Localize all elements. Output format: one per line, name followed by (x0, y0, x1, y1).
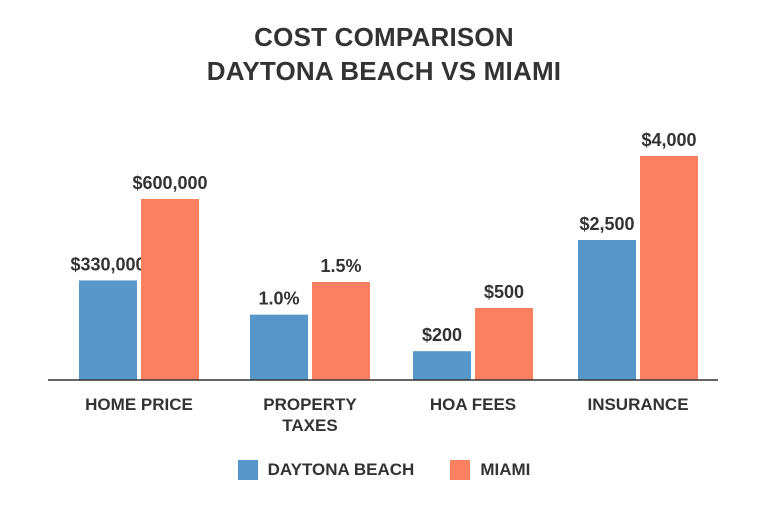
data-label-daytona-0: $330,000 (70, 254, 145, 274)
category-label-1: PROPERTY (263, 395, 357, 414)
bar-daytona-0 (79, 280, 137, 380)
category-label-0: HOME PRICE (85, 395, 193, 414)
bar-miami-1 (312, 282, 370, 380)
legend-item-miami: MIAMI (450, 460, 530, 480)
legend-label-miami: MIAMI (480, 460, 531, 479)
legend-swatch-miami (450, 460, 471, 480)
data-label-daytona-2: $200 (422, 325, 462, 345)
category-label-3: INSURANCE (587, 395, 688, 414)
chart-legend: DAYTONA BEACH MIAMI (0, 460, 768, 480)
legend-item-daytona: DAYTONA BEACH (237, 460, 415, 480)
legend-label-daytona: DAYTONA BEACH (267, 460, 415, 479)
legend-swatch-daytona (237, 460, 258, 480)
data-label-miami-3: $4,000 (641, 130, 696, 150)
data-label-daytona-3: $2,500 (579, 214, 634, 234)
category-label-1-line-1: TAXES (282, 416, 337, 435)
data-label-miami-2: $500 (484, 282, 524, 302)
bar-miami-0 (141, 199, 199, 380)
chart-title-line-2: DAYTONA BEACH VS MIAMI (206, 56, 562, 86)
data-label-daytona-1: 1.0% (258, 289, 299, 309)
category-label-2: HOA FEES (430, 395, 516, 414)
chart-title-line-1: COST COMPARISON (254, 22, 514, 52)
data-label-miami-0: $600,000 (132, 173, 207, 193)
bar-daytona-3 (578, 240, 636, 380)
bar-daytona-1 (250, 314, 308, 380)
bar-daytona-2 (413, 351, 471, 380)
bar-miami-3 (640, 156, 698, 380)
bar-miami-2 (475, 308, 533, 380)
data-label-miami-1: 1.5% (320, 256, 361, 276)
